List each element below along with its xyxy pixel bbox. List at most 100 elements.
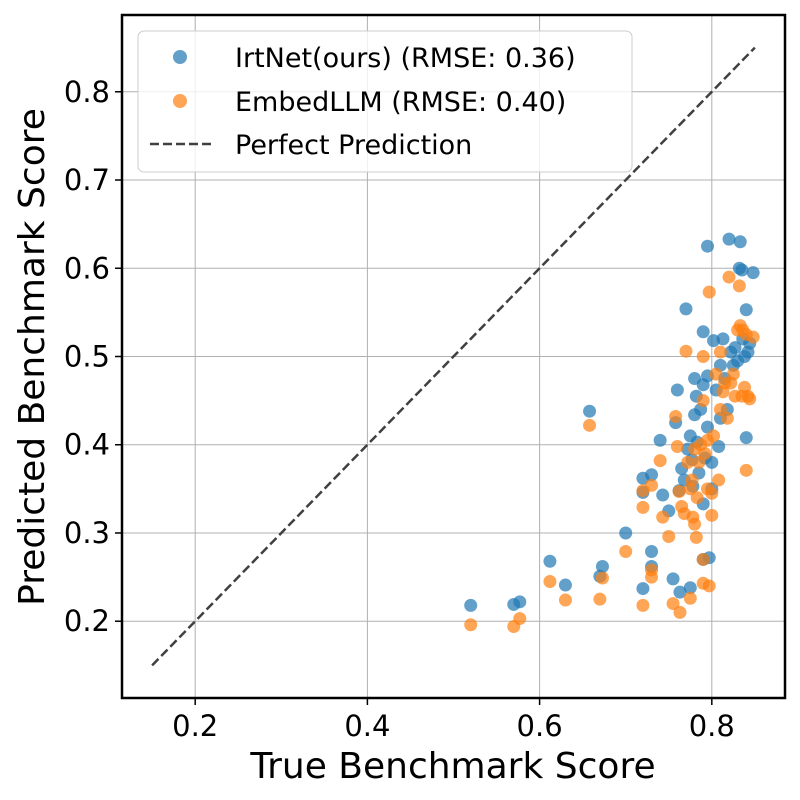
irtnet-point: [716, 332, 730, 346]
y-tick-label: 0.3: [64, 516, 110, 550]
irtnet-point: [666, 572, 680, 586]
embedllm-point: [720, 411, 734, 425]
embedllm-point: [595, 571, 609, 585]
embedllm-point: [653, 454, 667, 468]
irtnet-point: [679, 302, 693, 316]
embedllm-point: [593, 592, 607, 606]
embedllm-point: [688, 517, 702, 531]
embedllm-point: [543, 575, 557, 589]
embedllm-point: [689, 530, 703, 544]
series-irtnet: [464, 232, 760, 612]
y-tick-label: 0.2: [64, 604, 110, 638]
irtnet-point: [656, 488, 670, 502]
reference-line-layer: [151, 46, 756, 667]
irtnet-point: [712, 440, 726, 454]
x-tick-label: 0.6: [517, 709, 563, 743]
points-layer: [464, 232, 760, 634]
embedllm-point: [645, 570, 659, 584]
embedllm-point: [685, 473, 699, 487]
legend-marker-irtnet: [173, 50, 187, 64]
embedllm-point: [696, 350, 710, 363]
embedllm-point: [656, 510, 670, 524]
y-tick-label: 0.6: [64, 251, 110, 285]
embedllm-point: [713, 402, 727, 416]
embedllm-point: [713, 345, 727, 359]
irtnet-point: [583, 404, 597, 418]
irtnet-point: [739, 431, 753, 445]
embedllm-point: [696, 394, 710, 408]
embedllm-point: [705, 486, 719, 500]
y-tick-label: 0.7: [64, 163, 110, 197]
legend-label-perfect-prediction: Perfect Prediction: [235, 130, 472, 161]
series-embedllm: [464, 270, 760, 634]
embedllm-point: [636, 500, 650, 514]
embedllm-point: [645, 478, 659, 492]
irtnet-point: [645, 468, 659, 482]
irtnet-point: [735, 263, 749, 277]
irtnet-point: [645, 545, 659, 559]
embedllm-point: [583, 418, 597, 432]
y-axis-label: Predicted Benchmark Score: [12, 108, 53, 606]
irtnet-point: [619, 526, 633, 540]
irtnet-point: [696, 325, 710, 339]
embedllm-point: [558, 593, 572, 607]
x-tick-label: 0.8: [689, 709, 735, 743]
irtnet-point: [701, 239, 715, 253]
y-tick-label: 0.8: [64, 75, 110, 109]
embedllm-point: [464, 618, 478, 632]
legend-label-irtnet: IrtNet(ours) (RMSE: 0.36): [235, 43, 576, 74]
y-tick-label: 0.4: [64, 428, 110, 462]
embedllm-point: [702, 285, 716, 299]
embedllm-point: [739, 463, 753, 477]
irtnet-point: [733, 235, 747, 249]
embedllm-point: [690, 491, 704, 505]
embedllm-point: [698, 447, 712, 461]
perfect-prediction-line: [151, 46, 756, 667]
irtnet-point: [728, 341, 742, 355]
legend-marker-embedllm: [173, 94, 187, 108]
embedllm-point: [746, 330, 760, 344]
embedllm-point: [679, 344, 693, 358]
legend-box: [137, 30, 633, 173]
embedllm-point: [636, 598, 650, 612]
x-axis-label: True Benchmark Score: [249, 746, 655, 787]
x-tick-label: 0.4: [344, 709, 390, 743]
embedllm-point: [669, 410, 683, 424]
embedllm-point: [666, 597, 680, 611]
irtnet-point: [683, 581, 697, 595]
irtnet-point: [636, 582, 650, 596]
embedllm-point: [696, 552, 710, 566]
embedllm-point: [732, 279, 746, 293]
legend: IrtNet(ours) (RMSE: 0.36) EmbedLLM (RMSE…: [137, 30, 633, 173]
irtnet-point: [705, 455, 719, 469]
irtnet-point: [746, 266, 760, 280]
ticks: 0.2 0.4 0.6 0.8 0.2 0.3 0.4 0.5 0.6 0.7 0.8: [64, 75, 735, 743]
irtnet-point: [464, 598, 478, 612]
irtnet-point: [722, 232, 736, 246]
embedllm-point: [712, 473, 726, 487]
irtnet-point: [739, 303, 753, 317]
irtnet-point: [513, 595, 527, 609]
x-tick-label: 0.2: [172, 709, 218, 743]
embedllm-point: [709, 367, 723, 381]
embedllm-point: [702, 579, 716, 593]
irtnet-point: [673, 585, 687, 599]
embedllm-point: [707, 429, 721, 443]
embedllm-point: [683, 591, 697, 605]
embedllm-point: [513, 612, 527, 626]
embedllm-point: [619, 545, 633, 559]
irtnet-point: [558, 578, 572, 592]
irtnet-point: [595, 560, 609, 574]
legend-label-embedllm: EmbedLLM (RMSE: 0.40): [235, 87, 566, 118]
embedllm-point: [722, 270, 736, 284]
irtnet-point: [670, 383, 684, 397]
irtnet-point: [653, 433, 667, 447]
embedllm-point: [743, 392, 757, 406]
irtnet-point: [543, 554, 557, 568]
embedllm-point: [705, 508, 719, 522]
embedllm-point: [662, 530, 676, 544]
y-tick-label: 0.5: [64, 340, 110, 374]
embedllm-point: [681, 455, 695, 469]
embedllm-point: [672, 485, 686, 499]
